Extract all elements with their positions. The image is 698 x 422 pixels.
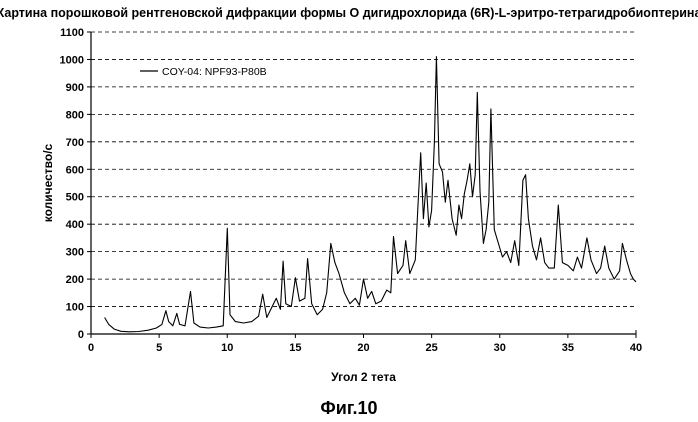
x-tick-label-10: 10 (221, 342, 233, 354)
y-tick-label-500: 500 (66, 192, 84, 204)
x-axis-label: Угол 2 тета (331, 370, 396, 384)
x-tick-label-0: 0 (88, 342, 94, 354)
x-tick-label-20: 20 (357, 342, 369, 354)
legend: COY-04: NPF93-P80B (136, 63, 272, 79)
series-line-coy04 (104, 56, 637, 333)
y-tick-label-1100: 1100 (60, 27, 84, 39)
y-tick-label-0: 0 (78, 329, 84, 341)
figure-caption: Фиг.10 (320, 398, 377, 418)
y-tick-label-200: 200 (66, 274, 84, 286)
y-tick-labels: 0 100 200 300 400 500 600 700 800 900 1000 1100 (60, 27, 84, 341)
x-tick-marks (90, 334, 637, 338)
y-tick-label-400: 400 (66, 219, 84, 231)
x-tick-label-25: 25 (426, 342, 438, 354)
y-tick-label-800: 800 (66, 109, 84, 121)
chart-title: Картина порошковой рентгеновской дифракц… (0, 6, 698, 20)
legend-label: COY-04: NPF93-P80B (162, 66, 267, 78)
y-tick-label-100: 100 (66, 302, 84, 314)
x-tick-label-15: 15 (289, 342, 301, 354)
y-tick-label-1000: 1000 (60, 54, 84, 66)
y-tick-label-700: 700 (66, 137, 84, 149)
y-tick-label-600: 600 (66, 164, 84, 176)
y-tick-label-300: 300 (66, 247, 84, 259)
y-axis-label: количество/с (41, 143, 55, 222)
x-tick-label-5: 5 (156, 342, 162, 354)
legend-background (136, 63, 272, 79)
y-tick-label-900: 900 (66, 82, 84, 94)
x-tick-label-35: 35 (562, 342, 574, 354)
y-tick-marks (87, 31, 91, 335)
x-tick-label-40: 40 (630, 342, 642, 354)
x-tick-label-30: 30 (494, 342, 506, 354)
x-tick-labels: 0 5 10 15 20 25 30 35 40 (88, 342, 642, 354)
